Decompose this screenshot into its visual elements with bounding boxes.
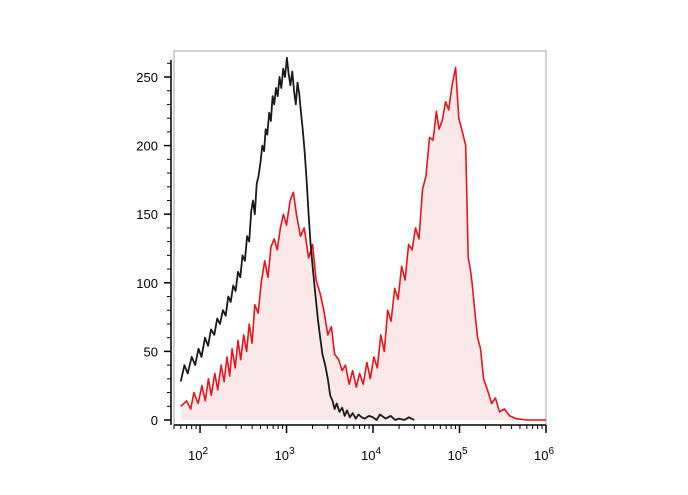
x-tick-label: 106 — [534, 446, 554, 463]
x-tick-label: 104 — [361, 446, 381, 463]
y-tick-label: 0 — [151, 413, 158, 428]
series-layer — [179, 56, 547, 421]
y-tick-label: 100 — [136, 276, 158, 291]
x-tick-label: 105 — [447, 446, 467, 463]
y-axis: 0 50 100 150 200 250 — [136, 60, 172, 428]
y-tick-label: 150 — [136, 207, 158, 222]
series-0-fill — [180, 67, 547, 421]
x-tick-label: 103 — [275, 446, 295, 463]
x-axis: 102 103 104 105 106 — [173, 424, 554, 463]
x-tick-label: 102 — [188, 446, 208, 463]
y-tick-label: 200 — [136, 139, 158, 154]
series-0-line — [180, 66, 546, 421]
y-tick-label: 250 — [136, 70, 158, 85]
series-1-line — [179, 56, 415, 421]
y-tick-label: 50 — [144, 344, 158, 359]
